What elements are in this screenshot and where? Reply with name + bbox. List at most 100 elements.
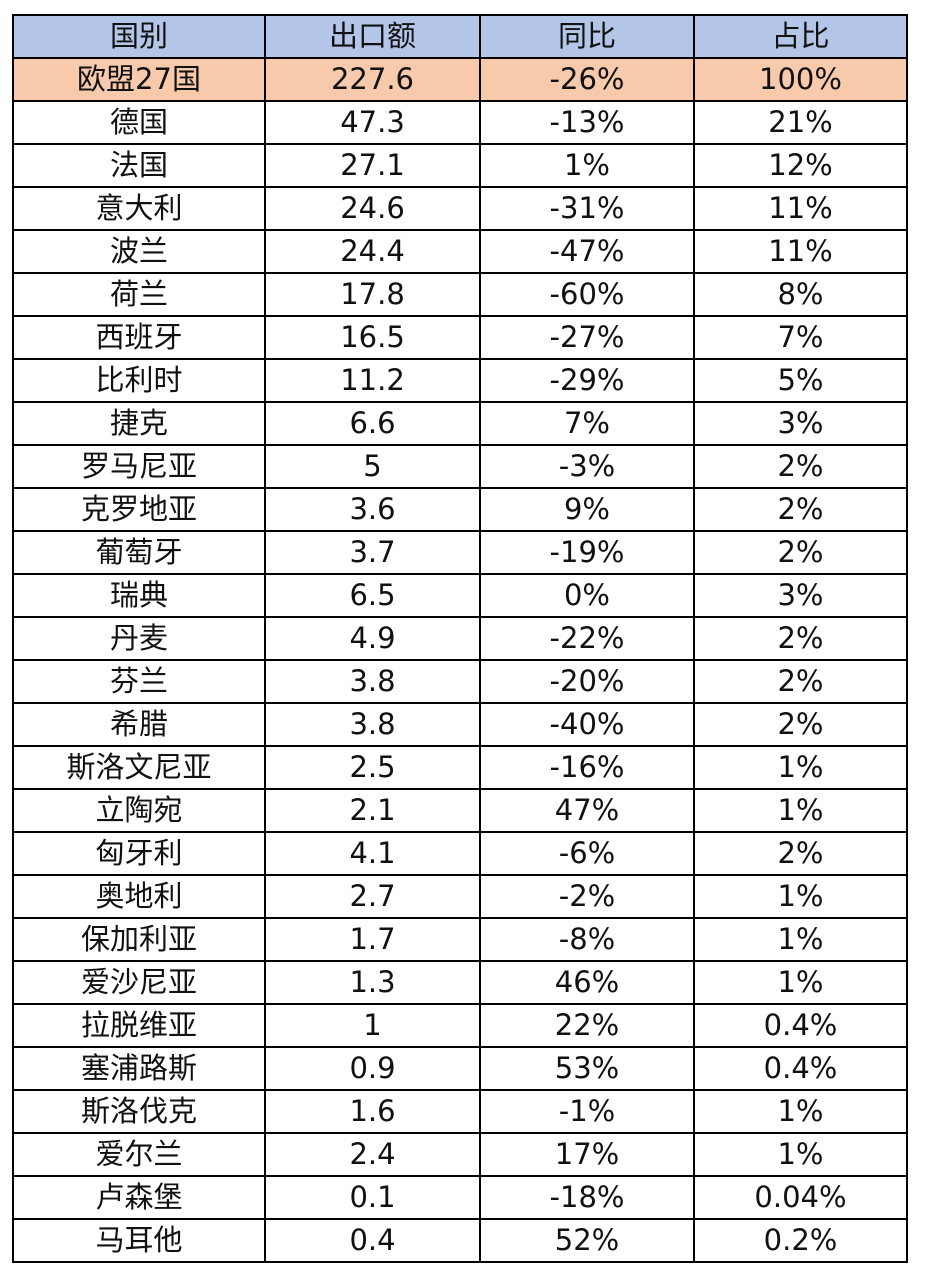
table-row: 斯洛文尼亚 2.5 -16% 1% (13, 746, 907, 789)
cell-country: 丹麦 (13, 617, 265, 660)
table-row: 拉脱维亚 1 22% 0.4% (13, 1004, 907, 1047)
cell-share: 2% (694, 617, 907, 660)
cell-export-value: 2.5 (265, 746, 480, 789)
cell-export-value: 1.6 (265, 1090, 480, 1133)
cell-yoy: 7% (480, 402, 694, 445)
cell-yoy: -47% (480, 230, 694, 273)
cell-yoy: 1% (480, 144, 694, 187)
cell-share: 0.4% (694, 1004, 907, 1047)
cell-export-value: 0.9 (265, 1047, 480, 1090)
cell-export-value: 27.1 (265, 144, 480, 187)
table-row: 爱尔兰 2.4 17% 1% (13, 1133, 907, 1176)
table-row: 斯洛伐克 1.6 -1% 1% (13, 1090, 907, 1133)
cell-country: 斯洛伐克 (13, 1090, 265, 1133)
table-row: 罗马尼亚 5 -3% 2% (13, 445, 907, 488)
cell-export-value: 0.4 (265, 1219, 480, 1262)
table-header-row: 国别 出口额 同比 占比 (13, 15, 907, 58)
cell-country: 立陶宛 (13, 789, 265, 832)
header-yoy: 同比 (480, 15, 694, 58)
cell-country: 捷克 (13, 402, 265, 445)
cell-yoy: 0% (480, 574, 694, 617)
table-row: 荷兰 17.8 -60% 8% (13, 273, 907, 316)
cell-yoy: -31% (480, 187, 694, 230)
cell-yoy: 53% (480, 1047, 694, 1090)
cell-yoy: 46% (480, 961, 694, 1004)
cell-country: 荷兰 (13, 273, 265, 316)
table-row: 匈牙利 4.1 -6% 2% (13, 832, 907, 875)
header-country: 国别 (13, 15, 265, 58)
cell-share: 8% (694, 273, 907, 316)
cell-yoy: -20% (480, 660, 694, 703)
table-row: 葡萄牙 3.7 -19% 2% (13, 531, 907, 574)
cell-yoy: -6% (480, 832, 694, 875)
table-row: 法国 27.1 1% 12% (13, 144, 907, 187)
table-row: 比利时 11.2 -29% 5% (13, 359, 907, 402)
cell-country: 欧盟27国 (13, 58, 265, 101)
cell-share: 2% (694, 445, 907, 488)
table-row: 奥地利 2.7 -2% 1% (13, 875, 907, 918)
table-row: 塞浦路斯 0.9 53% 0.4% (13, 1047, 907, 1090)
cell-export-value: 11.2 (265, 359, 480, 402)
cell-export-value: 3.8 (265, 660, 480, 703)
cell-country: 克罗地亚 (13, 488, 265, 531)
cell-share: 1% (694, 961, 907, 1004)
cell-country: 卢森堡 (13, 1176, 265, 1219)
cell-export-value: 1.7 (265, 918, 480, 961)
cell-yoy: -18% (480, 1176, 694, 1219)
cell-share: 1% (694, 746, 907, 789)
cell-country: 意大利 (13, 187, 265, 230)
cell-export-value: 3.7 (265, 531, 480, 574)
cell-country: 德国 (13, 101, 265, 144)
cell-export-value: 1.3 (265, 961, 480, 1004)
cell-yoy: 17% (480, 1133, 694, 1176)
cell-country: 芬兰 (13, 660, 265, 703)
cell-yoy: -27% (480, 316, 694, 359)
cell-share: 1% (694, 789, 907, 832)
cell-yoy: -13% (480, 101, 694, 144)
cell-share: 100% (694, 58, 907, 101)
table-row: 卢森堡 0.1 -18% 0.04% (13, 1176, 907, 1219)
cell-country: 斯洛文尼亚 (13, 746, 265, 789)
cell-yoy: -1% (480, 1090, 694, 1133)
cell-share: 7% (694, 316, 907, 359)
cell-yoy: 9% (480, 488, 694, 531)
cell-yoy: -22% (480, 617, 694, 660)
cell-share: 5% (694, 359, 907, 402)
cell-share: 2% (694, 703, 907, 746)
cell-share: 11% (694, 230, 907, 273)
cell-country: 匈牙利 (13, 832, 265, 875)
table-row: 克罗地亚 3.6 9% 2% (13, 488, 907, 531)
cell-export-value: 6.6 (265, 402, 480, 445)
cell-country: 马耳他 (13, 1219, 265, 1262)
cell-country: 葡萄牙 (13, 531, 265, 574)
cell-country: 希腊 (13, 703, 265, 746)
cell-share: 2% (694, 660, 907, 703)
table-row: 保加利亚 1.7 -8% 1% (13, 918, 907, 961)
cell-share: 2% (694, 531, 907, 574)
cell-export-value: 6.5 (265, 574, 480, 617)
table-row: 德国 47.3 -13% 21% (13, 101, 907, 144)
cell-country: 拉脱维亚 (13, 1004, 265, 1047)
cell-export-value: 17.8 (265, 273, 480, 316)
cell-export-value: 2.4 (265, 1133, 480, 1176)
cell-share: 3% (694, 574, 907, 617)
cell-share: 3% (694, 402, 907, 445)
table-row: 爱沙尼亚 1.3 46% 1% (13, 961, 907, 1004)
cell-export-value: 47.3 (265, 101, 480, 144)
header-export-value: 出口额 (265, 15, 480, 58)
cell-country: 奥地利 (13, 875, 265, 918)
cell-share: 2% (694, 488, 907, 531)
header-share: 占比 (694, 15, 907, 58)
cell-share: 0.2% (694, 1219, 907, 1262)
cell-export-value: 24.4 (265, 230, 480, 273)
cell-yoy: -29% (480, 359, 694, 402)
cell-export-value: 2.7 (265, 875, 480, 918)
cell-export-value: 4.9 (265, 617, 480, 660)
table-row: 瑞典 6.5 0% 3% (13, 574, 907, 617)
table-row: 西班牙 16.5 -27% 7% (13, 316, 907, 359)
table-body: 欧盟27国 227.6 -26% 100% 德国 47.3 -13% 21% 法国 27.1 1% 1… (13, 58, 907, 1262)
cell-country: 爱沙尼亚 (13, 961, 265, 1004)
cell-yoy: -8% (480, 918, 694, 961)
cell-country: 罗马尼亚 (13, 445, 265, 488)
eu-export-table: 国别 出口额 同比 占比 欧盟27国 227.6 -26% 100% 德国 47.3 -13… (12, 14, 908, 1263)
